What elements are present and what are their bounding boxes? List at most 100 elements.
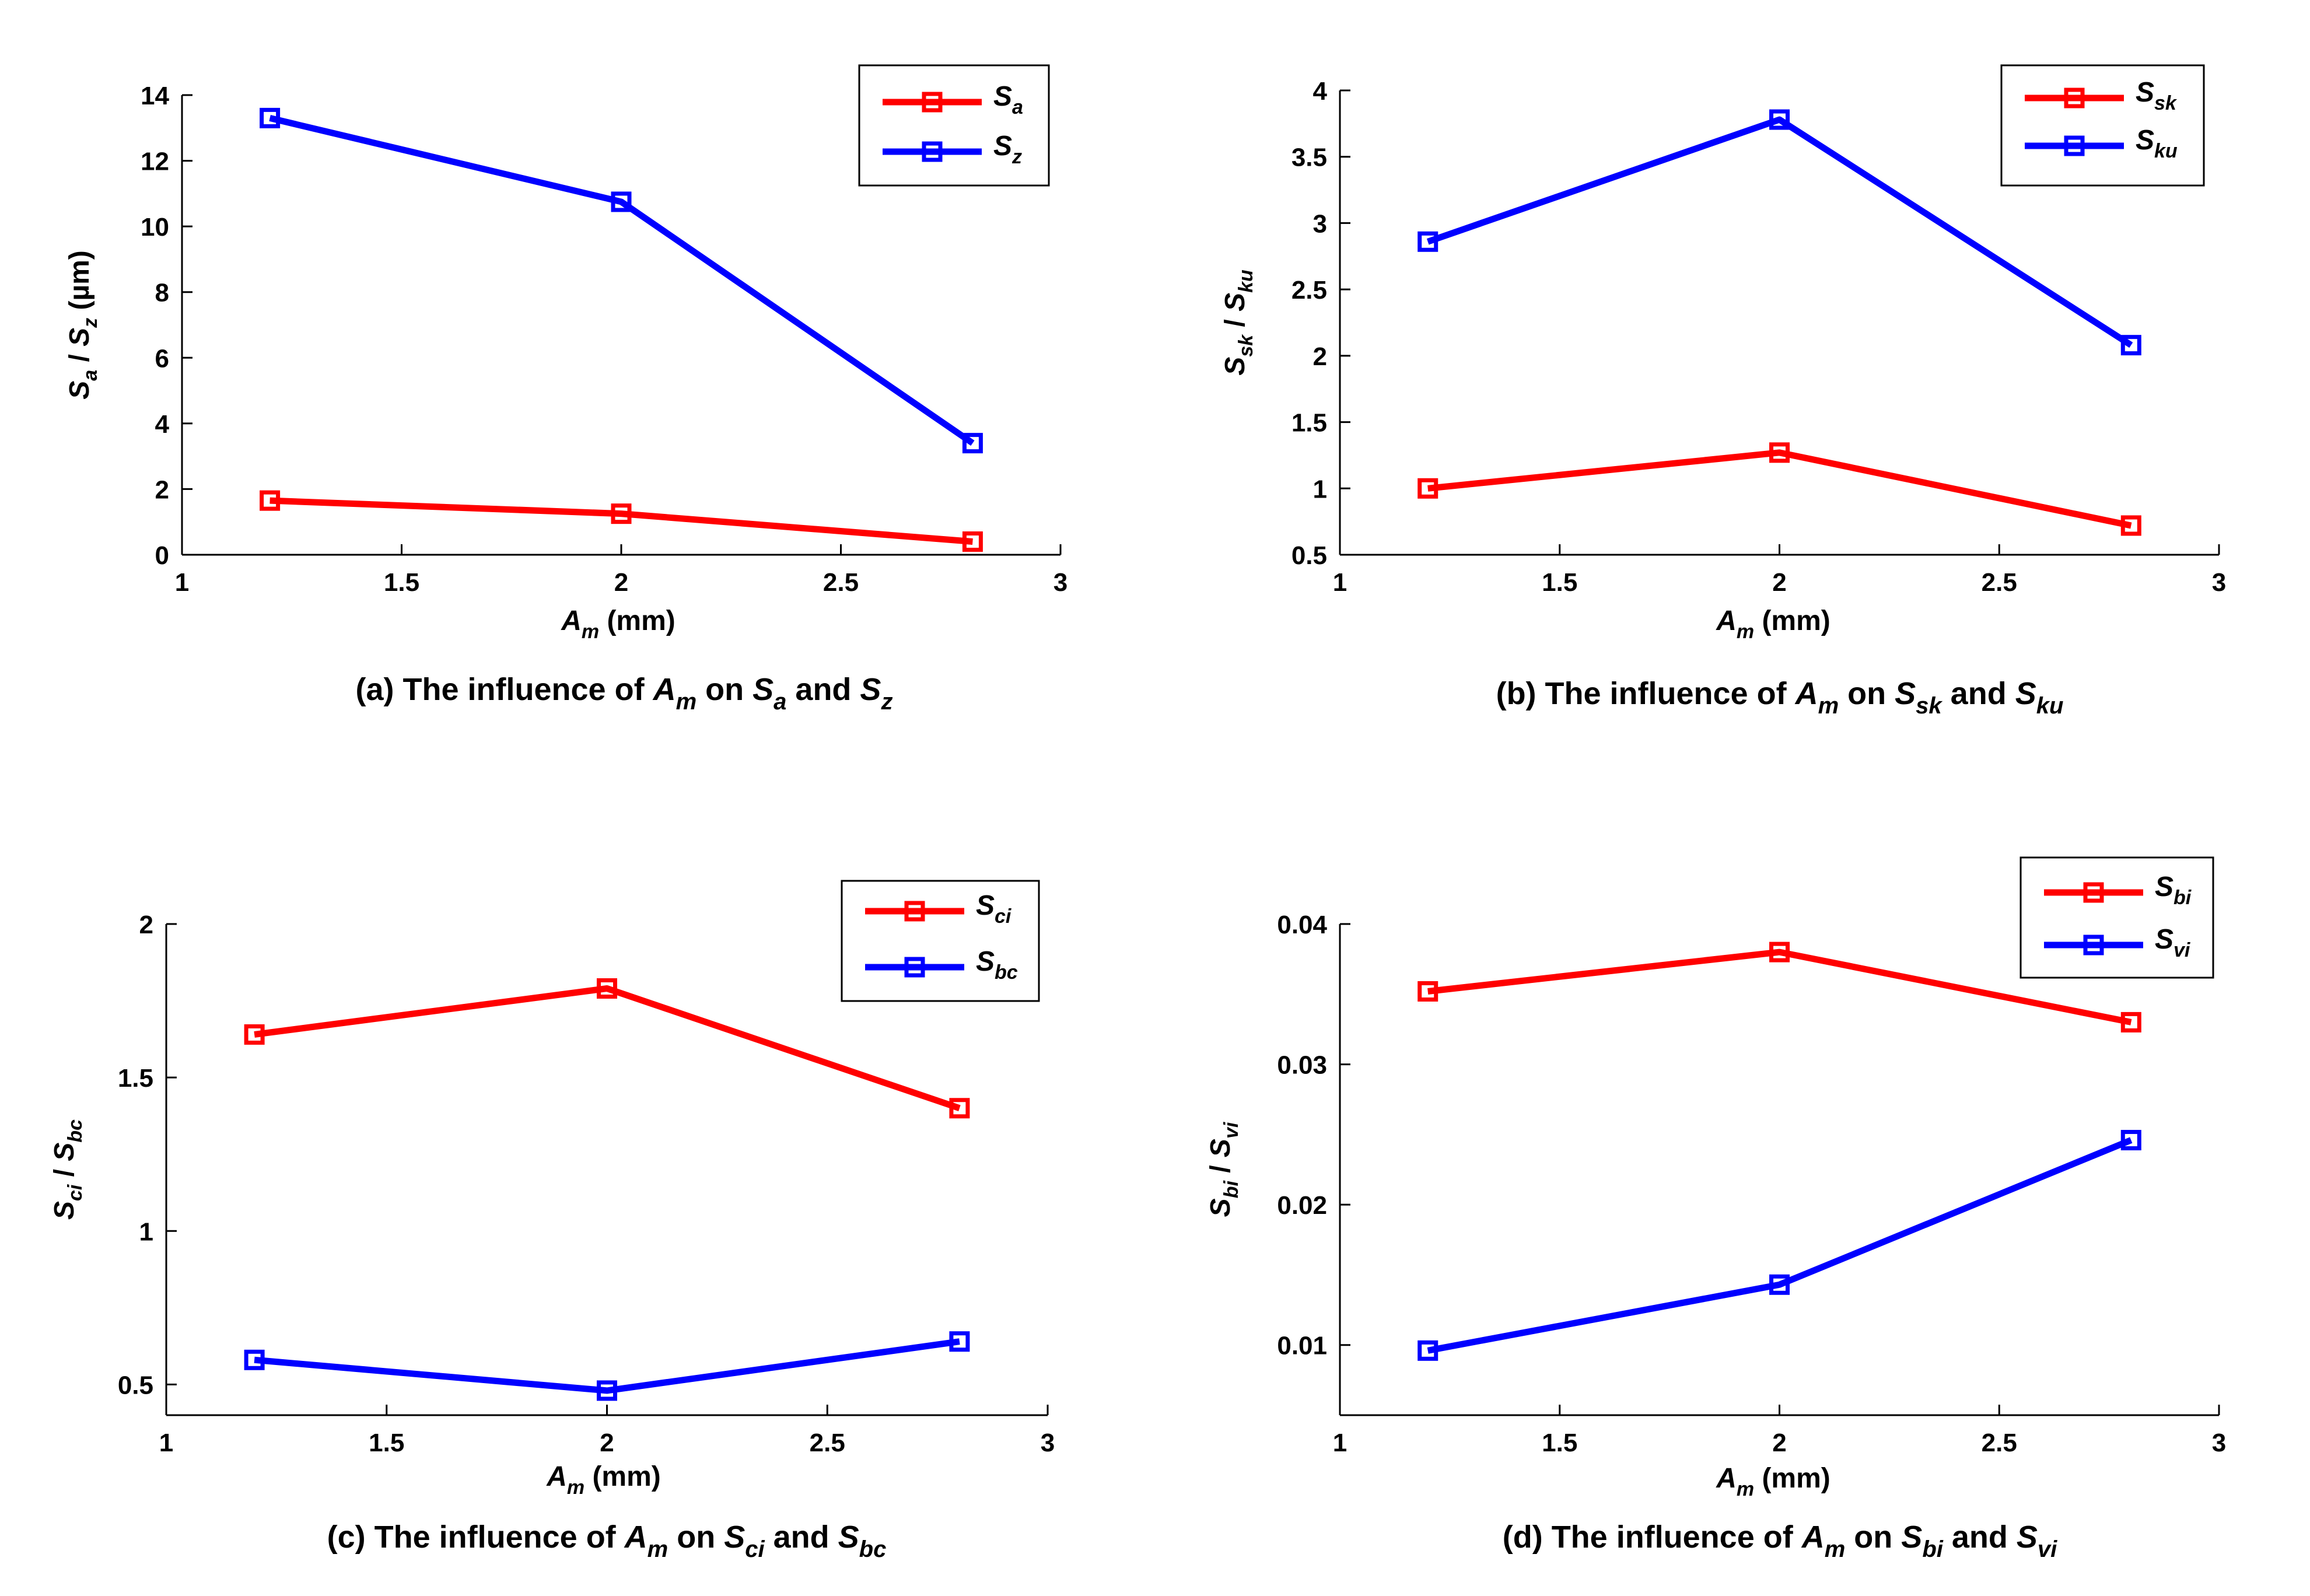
data-point	[1418, 981, 1438, 1002]
y-tick-label: 4	[1313, 77, 1328, 106]
data-point	[962, 433, 983, 454]
y-axis-label: Sci / Sbc	[49, 1119, 86, 1220]
panel-c: 1 1.5 2 2.5 3 0.5 1 1.5 2 Am (mm) Sci / Sbc (c) The…	[49, 880, 1055, 1562]
y-tick-label: 0.04	[1277, 911, 1327, 939]
x-tick-label: 1.5	[1542, 1429, 1577, 1457]
data-point	[949, 1331, 970, 1352]
legend-swatch-marker	[2083, 935, 2104, 956]
data-point	[611, 503, 632, 524]
y-tick-label: 14	[141, 82, 169, 110]
data-point	[1769, 109, 1790, 130]
x-axis-label: Am (mm)	[546, 1461, 661, 1499]
legend-swatch-marker	[904, 901, 925, 922]
x-axis-label: Am (mm)	[561, 606, 676, 643]
series-line-ssk	[1427, 449, 2132, 529]
data-point	[244, 1024, 265, 1045]
legend-swatch-marker	[2083, 882, 2104, 903]
x-tick-label: 1.5	[369, 1429, 404, 1457]
y-tick-label: 1.5	[1292, 409, 1327, 438]
data-point	[611, 191, 632, 212]
x-tick-label: 1.5	[1542, 568, 1577, 597]
y-tick-label: 0.02	[1277, 1191, 1327, 1220]
legend-label: Ssk	[2136, 77, 2178, 114]
legend-label: Svi	[2155, 924, 2191, 961]
y-tick-label: 2	[139, 911, 153, 939]
data-point	[260, 107, 281, 128]
data-point	[1418, 231, 1438, 252]
legend: Sa Sz	[858, 64, 1050, 187]
y-tick-label: 4	[155, 410, 170, 439]
x-tick-label: 2	[1772, 1429, 1786, 1457]
x-axis-label: Am (mm)	[1716, 606, 1831, 643]
x-tick-label: 3	[1041, 1429, 1055, 1457]
x-tick-label: 2.5	[1982, 568, 2017, 597]
legend-swatch-marker	[2064, 88, 2085, 108]
y-tick-label: 8	[155, 279, 169, 307]
x-tick-label: 3	[1054, 568, 1068, 597]
legend: Ssk Sku	[2000, 64, 2205, 187]
x-tick-label: 2.5	[1982, 1429, 2017, 1457]
data-point	[949, 1098, 970, 1119]
data-point	[597, 1380, 617, 1401]
series-line-sku	[1426, 116, 2133, 348]
legend-label: Sci	[976, 890, 1012, 928]
y-tick-label: 3.5	[1292, 144, 1327, 172]
panel-caption: (b) The influence of Am on Ssk and Sku	[1496, 676, 2064, 719]
y-axis-label: Sbi / Svi	[1205, 1121, 1242, 1217]
x-tick-label: 2.5	[823, 568, 859, 597]
data-point	[244, 1349, 265, 1370]
data-point	[2120, 335, 2141, 356]
series-line-sbi	[1427, 949, 2132, 1026]
x-tick-label: 1.5	[384, 568, 419, 597]
data-point	[962, 531, 983, 552]
data-point	[1769, 942, 1790, 963]
data-point	[2120, 515, 2141, 536]
legend-swatch-marker	[904, 957, 925, 978]
x-tick-label: 2	[614, 568, 628, 597]
x-tick-label: 2.5	[810, 1429, 845, 1457]
y-tick-label: 6	[155, 344, 169, 373]
y-tick-label: 2	[155, 475, 169, 504]
series-line-svi	[1427, 1137, 2133, 1354]
legend-label: Sbi	[2155, 872, 2192, 909]
legend-label: Sbc	[976, 946, 1018, 984]
y-tick-label: 3	[1313, 209, 1327, 238]
x-tick-label: 1	[159, 1429, 173, 1457]
series-line-sa	[270, 497, 973, 545]
panel-caption: (a) The influence of Am on Sa and Sz	[356, 672, 893, 715]
legend: Sbi Svi	[2020, 856, 2214, 979]
legend-box	[2000, 64, 2205, 187]
y-tick-label: 0.01	[1277, 1332, 1327, 1360]
y-axis-label: Ssk / Sku	[1220, 270, 1257, 376]
data-point	[1418, 1340, 1438, 1361]
legend-box	[858, 64, 1050, 187]
data-point	[1418, 478, 1438, 499]
y-tick-label: 0	[155, 541, 169, 570]
legend-label: Sku	[2136, 125, 2178, 162]
y-tick-label: 1.5	[118, 1064, 153, 1093]
y-tick-label: 12	[141, 148, 169, 176]
legend-swatch-marker	[922, 141, 943, 162]
panel-caption: (c) The influence of Am on Sci and Sbc	[327, 1520, 887, 1562]
y-tick-label: 0.5	[1292, 541, 1327, 570]
legend-label: Sa	[993, 81, 1023, 118]
y-tick-label: 1	[1313, 475, 1327, 503]
y-tick-label: 0.5	[118, 1371, 153, 1399]
x-tick-label: 1	[175, 568, 189, 597]
y-axis-label: Sa / Sz (µm)	[64, 250, 102, 400]
x-tick-label: 2	[1772, 568, 1786, 597]
x-tick-label: 1	[1333, 568, 1347, 597]
series-line-sbc	[254, 1338, 960, 1394]
legend: Sci Sbc	[841, 880, 1040, 1002]
legend-box	[841, 880, 1040, 1002]
x-tick-label: 3	[2212, 1429, 2226, 1457]
data-point	[1769, 442, 1790, 463]
x-tick-label: 3	[2212, 568, 2226, 597]
data-point	[597, 978, 617, 999]
panel-caption: (d) The influence of Am on Sbi and Svi	[1503, 1520, 2057, 1562]
x-tick-label: 2	[600, 1429, 614, 1457]
data-point	[1769, 1274, 1790, 1295]
series-line-sz	[269, 115, 975, 446]
